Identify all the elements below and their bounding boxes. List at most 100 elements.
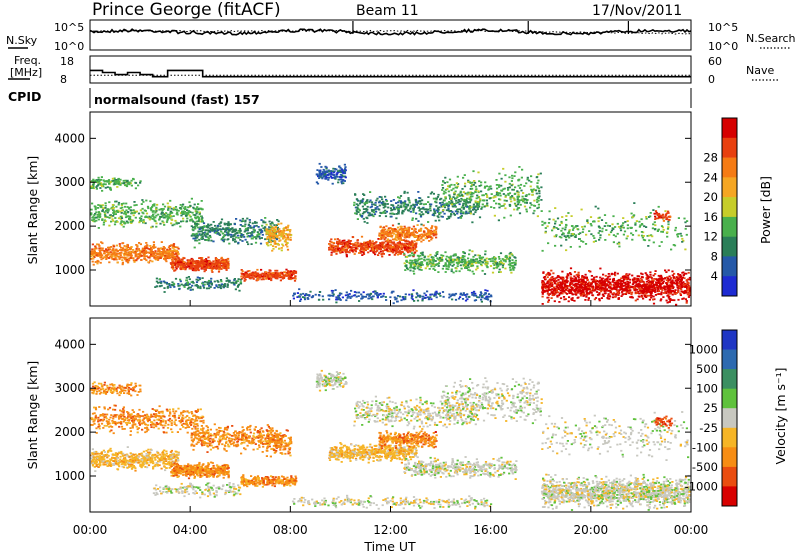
scatter-point [480, 208, 483, 210]
scatter-point [111, 252, 114, 254]
scatter-point [227, 224, 230, 226]
scatter-point [469, 182, 472, 184]
scatter-point [253, 236, 256, 239]
scatter-point [531, 189, 534, 192]
scatter-point [181, 205, 184, 208]
scatter-point [510, 184, 513, 187]
scatter-point [179, 261, 182, 264]
scatter-point [186, 262, 189, 265]
scatter-point [589, 291, 592, 294]
scatter-point [135, 249, 138, 251]
scatter-point [398, 244, 401, 246]
scatter-point [187, 262, 190, 265]
scatter-point [540, 186, 543, 189]
scatter-point [210, 269, 213, 272]
scatter-point [125, 257, 128, 259]
scatter-point [281, 273, 284, 276]
scatter-point [518, 187, 522, 189]
scatter-point [125, 249, 128, 252]
scatter-point [100, 241, 103, 244]
scatter-point [179, 206, 182, 209]
scatter-point [447, 204, 450, 207]
scatter-point [197, 208, 200, 211]
scatter-point [200, 265, 203, 268]
scatter-point [361, 200, 364, 202]
scatter-point [177, 209, 180, 212]
scatter-point [92, 178, 95, 181]
scatter-point [132, 259, 135, 262]
scatter-point [632, 281, 635, 284]
scatter-point [218, 266, 221, 269]
scatter-point [270, 241, 273, 243]
scatter-point [207, 256, 210, 259]
scatter-point [536, 207, 539, 210]
scatter-point [127, 248, 130, 251]
scatter-point [155, 252, 158, 255]
scatter-point [123, 254, 126, 257]
scatter-point [664, 269, 667, 272]
scatter-point [281, 277, 284, 280]
scatter-point [510, 180, 513, 182]
scatter-point [139, 252, 142, 255]
scatter-point [95, 252, 98, 254]
scatter-point [273, 243, 276, 245]
scatter-point [220, 228, 223, 231]
scatter-point [106, 180, 109, 182]
scatter-point [351, 236, 354, 238]
scatter-point [240, 277, 243, 280]
scatter-point [528, 179, 531, 182]
scatter-point [432, 232, 435, 235]
scatter-point [345, 255, 348, 258]
scatter-point [452, 271, 455, 274]
scatter-point [470, 195, 473, 198]
scatter-point [411, 249, 414, 252]
scatter-point [121, 256, 124, 259]
scatter-point [348, 240, 351, 243]
station-title: Prince George (fitACF) [92, 0, 281, 20]
scatter-point [462, 191, 465, 193]
scatter-point [468, 201, 472, 204]
scatter-point [117, 201, 121, 204]
scatter-point [361, 254, 364, 256]
scatter-point [185, 266, 188, 269]
scatter-point [227, 232, 230, 235]
scatter-point [127, 261, 130, 264]
scatter-point [273, 276, 276, 279]
scatter-point [170, 207, 173, 210]
scatter-point [98, 183, 102, 185]
scatter-point [207, 239, 210, 242]
scatter-point [282, 232, 285, 235]
scatter-point [410, 204, 413, 207]
scatter-point [192, 237, 195, 240]
scatter-point [98, 181, 101, 183]
scatter-point [131, 219, 135, 222]
scatter-point [175, 267, 178, 270]
scatter-point [387, 229, 390, 231]
scatter-point [525, 194, 528, 196]
scatter-point [470, 192, 474, 194]
scatter-point [239, 238, 242, 241]
scatter-point [205, 239, 208, 241]
scatter-point [407, 240, 410, 243]
scatter-point [226, 228, 229, 231]
scatter-point [514, 259, 517, 262]
scatter-point [287, 229, 290, 231]
scatter-point [115, 254, 118, 256]
scatter-point [216, 263, 219, 266]
scatter-point [137, 248, 140, 250]
scatter-point [355, 245, 358, 248]
scatter-point [401, 228, 404, 231]
scatter-point [279, 271, 283, 274]
beam-label: Beam 11 [356, 3, 419, 19]
scatter-point [126, 245, 129, 248]
scatter-point [144, 215, 147, 218]
scatter-point [269, 225, 272, 228]
scatter-point [131, 212, 134, 214]
scatter-point [360, 247, 363, 249]
scatter-point [261, 233, 264, 236]
scatter-point [403, 262, 406, 265]
scatter-point [122, 220, 125, 223]
scatter-point [290, 274, 293, 276]
scatter-point [464, 204, 467, 207]
scatter-point [519, 203, 522, 206]
